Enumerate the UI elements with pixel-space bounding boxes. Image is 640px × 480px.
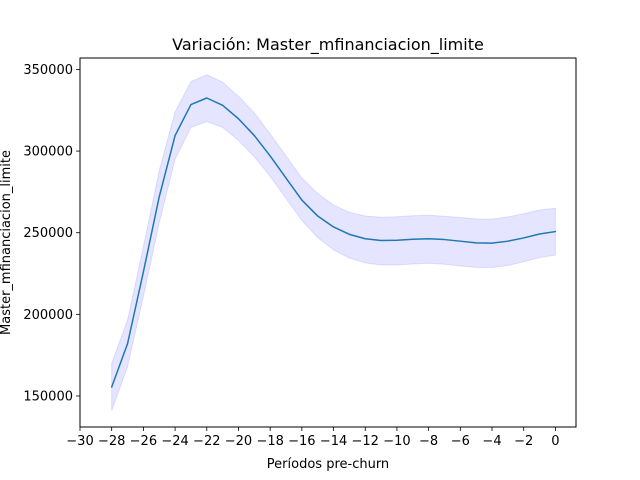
y-tick-label: 350000 — [23, 63, 73, 78]
x-tick-label: −30 — [66, 434, 93, 449]
x-tick-label: −24 — [161, 434, 188, 449]
x-axis-label: Períodos pre-churn — [267, 457, 389, 472]
y-tick-label: 300000 — [23, 145, 73, 160]
plot-area — [110, 74, 557, 411]
x-tick-label: −26 — [130, 434, 157, 449]
confidence-band-0 — [111, 74, 556, 411]
x-tick-label: −8 — [419, 434, 438, 449]
chart-title: Variación: Master_mfinanciacion_limite — [172, 35, 484, 55]
x-tick-label: −16 — [288, 434, 315, 449]
x-tick-label: −2 — [514, 434, 533, 449]
x-tick-label: −12 — [352, 434, 379, 449]
y-axis: 150000 200000 250000 300000 350000 — [23, 63, 80, 404]
y-axis-label: Master_mfinanciacion_limite — [0, 150, 14, 335]
plot-frame — [79, 57, 577, 428]
x-tick-label: −10 — [383, 434, 410, 449]
x-axis: −30 −28 −26 −24 −22 −20 −18 −16 −14 −12 −10 −8 −6 −4−… — [66, 427, 560, 449]
y-tick-label: 150000 — [23, 389, 73, 404]
x-tick-label: −28 — [98, 434, 125, 449]
x-tick-label: −6 — [451, 434, 470, 449]
y-tick-label: 200000 — [23, 308, 73, 323]
x-tick-label: −4 — [482, 434, 501, 449]
y-tick-label: 250000 — [23, 226, 73, 241]
x-tick-label: −20 — [225, 434, 252, 449]
x-tick-label: −18 — [256, 434, 283, 449]
x-tick-label: 0 — [551, 434, 559, 449]
x-tick-label: −14 — [320, 434, 347, 449]
series-line-0 — [110, 97, 557, 388]
x-tick-label: −22 — [193, 434, 220, 449]
